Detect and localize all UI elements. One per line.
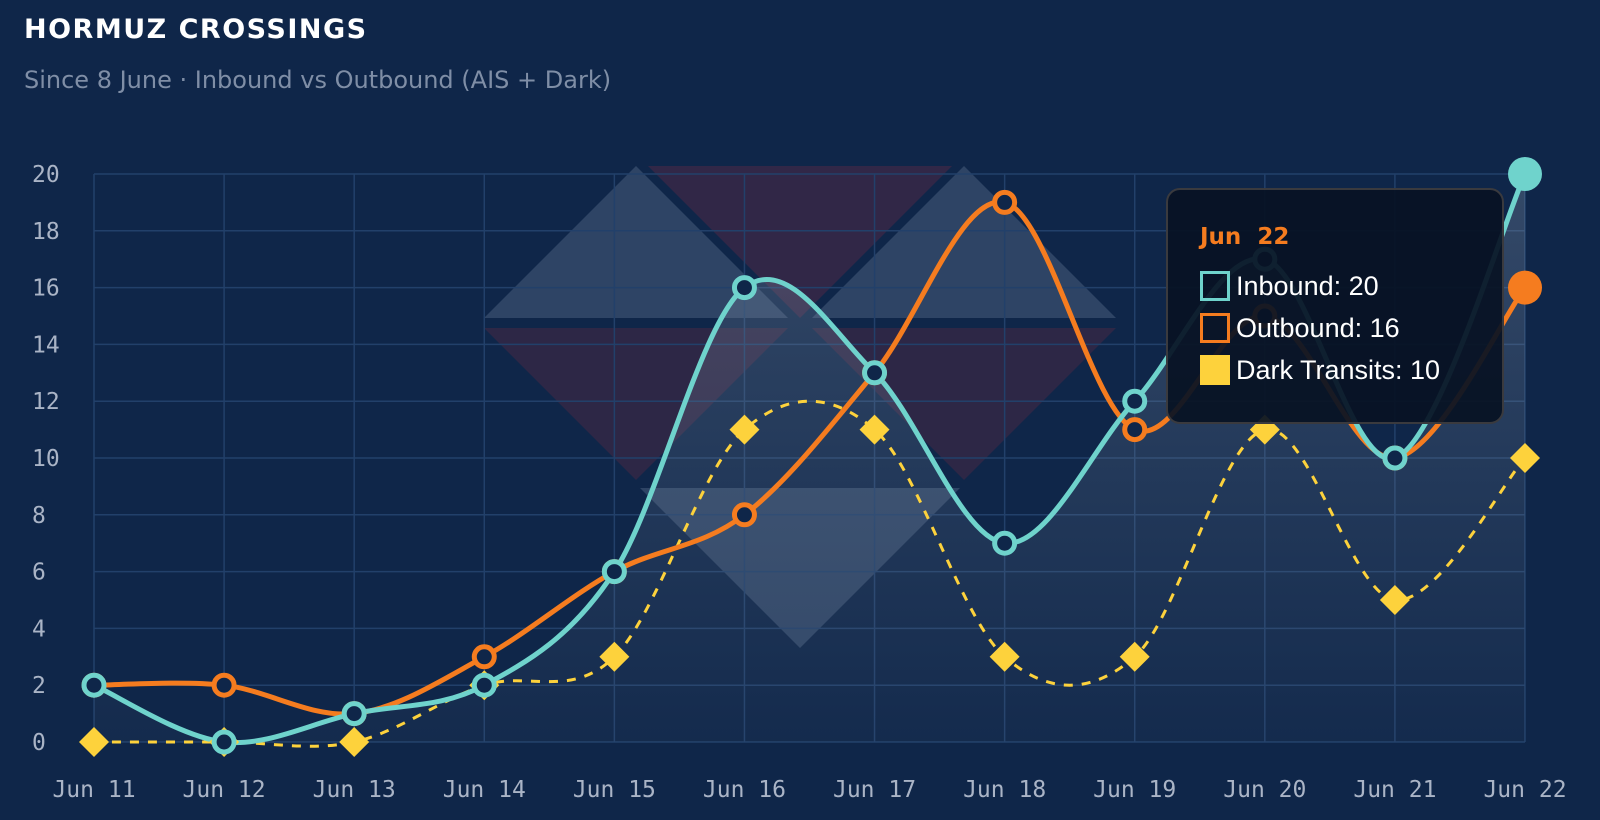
tooltip-row-label: Dark Transits: 10: [1236, 354, 1441, 385]
x-axis: Jun 11 Jun 12 Jun 13 Jun 14 Jun 15 Jun 16 Jun …: [52, 777, 1566, 803]
inbound-point: [1122, 388, 1148, 414]
x-tick-label: Jun 19: [1093, 777, 1176, 803]
inbound-markers: [81, 157, 1542, 755]
x-tick-label: Jun 21: [1353, 777, 1436, 803]
x-tick-label: Jun 17: [833, 777, 916, 803]
inbound-point: [862, 360, 888, 386]
dark-transits-point: [729, 414, 760, 445]
tooltip-row-dark: Dark Transits: 10: [1200, 352, 1440, 388]
tooltip-row-inbound: Inbound: 20: [1200, 268, 1379, 304]
inbound-point: [211, 729, 237, 755]
x-tick-label: Jun 12: [183, 777, 266, 803]
y-tick-label: 10: [32, 446, 60, 472]
legend-swatch: [1200, 271, 1230, 301]
legend-swatch: [1200, 355, 1230, 385]
y-axis: 0 2 4 6 8 10 12 14 16 18 20: [32, 162, 60, 756]
outbound-point: [731, 502, 757, 528]
inbound-point: [341, 701, 367, 727]
watermark-triangle: [812, 166, 1116, 318]
inbound-point: [601, 559, 627, 585]
y-tick-label: 2: [32, 673, 46, 699]
watermark-triangle: [648, 166, 952, 318]
legend-swatch: [1200, 313, 1230, 343]
y-tick-label: 12: [32, 389, 60, 415]
x-tick-label: Jun 15: [573, 777, 656, 803]
dark-transits-point: [339, 727, 370, 757]
outbound-point-active: [1508, 270, 1542, 305]
tooltip-title: Jun 22: [1200, 224, 1290, 250]
tooltip-row-label: Inbound: 20: [1236, 270, 1379, 301]
x-tick-label: Jun 18: [963, 777, 1046, 803]
x-tick-label: Jun 16: [703, 777, 786, 803]
y-tick-label: 8: [32, 503, 46, 529]
x-tick-label: Jun 22: [1483, 777, 1566, 803]
watermark-triangle: [484, 166, 788, 318]
y-tick-label: 16: [32, 276, 60, 302]
outbound-point: [992, 189, 1018, 215]
inbound-point: [731, 275, 757, 301]
y-tick-label: 6: [32, 560, 46, 586]
y-tick-label: 0: [32, 730, 46, 756]
dark-transits-point: [79, 727, 109, 757]
outbound-point: [471, 644, 497, 670]
tooltip-row-label: Outbound: 16: [1236, 312, 1400, 343]
dark-transits-point: [859, 414, 890, 445]
y-tick-label: 20: [32, 162, 60, 188]
x-tick-label: Jun 11: [52, 777, 135, 803]
outbound-point: [211, 672, 237, 698]
inbound-point: [1382, 445, 1408, 471]
dark-transits-point: [1379, 585, 1410, 615]
y-tick-label: 18: [32, 219, 60, 245]
watermark-triangle: [812, 328, 1116, 480]
chart-subtitle: Since 8 June · Inbound vs Outbound (AIS …: [24, 66, 612, 94]
dark-transits-point: [989, 641, 1020, 672]
y-tick-label: 14: [32, 332, 60, 358]
x-tick-label: Jun 20: [1223, 777, 1306, 803]
inbound-point-active: [1508, 157, 1542, 191]
x-tick-label: Jun 14: [443, 777, 526, 803]
dark-transits-point: [1510, 443, 1540, 473]
inbound-area: [94, 174, 1525, 743]
x-tick-label: Jun 13: [313, 777, 396, 803]
y-tick-label: 4: [32, 616, 46, 642]
chart-tooltip: Jun 22 Inbound: 20 Outbound: 16 Dark Trans…: [1166, 188, 1504, 424]
chart-title: HORMUZ CROSSINGS: [24, 14, 368, 45]
tooltip-row-outbound: Outbound: 16: [1200, 310, 1400, 346]
dark-transits-point: [599, 641, 630, 672]
dark-transits-point: [1119, 641, 1150, 672]
inbound-point: [471, 672, 497, 698]
outbound-point: [1122, 417, 1148, 443]
inbound-point: [992, 530, 1018, 556]
inbound-point: [81, 672, 107, 698]
